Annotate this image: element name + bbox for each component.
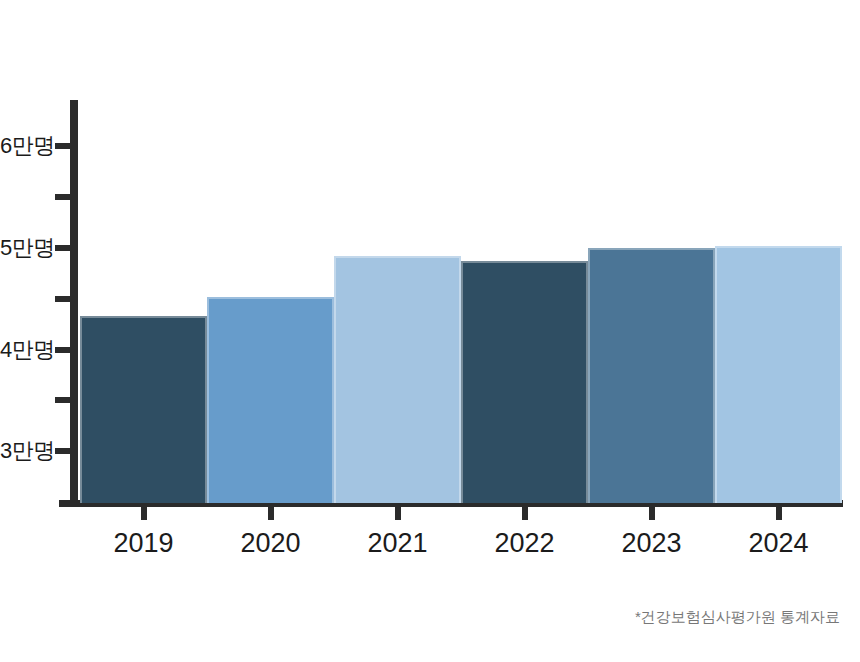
y-axis-tick	[55, 397, 72, 403]
y-axis-tick	[55, 296, 72, 302]
bar-2021	[334, 256, 461, 503]
bar-2020	[207, 297, 334, 503]
y-axis-tick	[55, 347, 72, 353]
y-axis-tick-label: 6만명	[0, 135, 54, 157]
y-axis-tick-label: 5만명	[0, 237, 54, 259]
y-axis-tick-label: 4만명	[0, 339, 54, 361]
bar-chart: 6만명 5만명 4만명 3만명 201920202021202220232024 *건…	[0, 0, 860, 662]
x-axis-tick	[522, 507, 528, 520]
y-axis-tick	[55, 245, 72, 251]
bar-2024	[715, 246, 842, 503]
bar-2019	[80, 316, 207, 503]
bar-2023	[588, 248, 715, 503]
x-axis-label-2019: 2019	[84, 528, 204, 558]
x-axis-label-2021: 2021	[338, 528, 458, 558]
x-axis-label-2022: 2022	[465, 528, 585, 558]
x-axis-tick	[141, 507, 147, 520]
y-axis-line	[70, 100, 78, 507]
y-axis-tick	[55, 143, 72, 149]
x-axis-tick	[649, 507, 655, 520]
y-axis-tick-label: 3만명	[0, 440, 54, 462]
x-axis-tick	[395, 507, 401, 520]
bar-2022	[461, 261, 588, 503]
x-axis-label-2024: 2024	[719, 528, 839, 558]
source-footnote: *건강보험심사평가원 통계자료	[635, 606, 840, 628]
x-axis-label-2020: 2020	[211, 528, 331, 558]
y-axis-tick	[55, 194, 72, 200]
x-axis-label-2023: 2023	[592, 528, 712, 558]
y-axis-tick	[55, 448, 72, 454]
x-axis-tick	[268, 507, 274, 520]
x-axis-tick	[776, 507, 782, 520]
